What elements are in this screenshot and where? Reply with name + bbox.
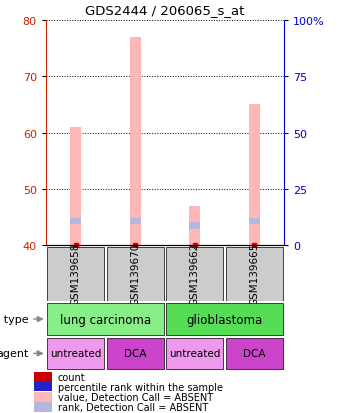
Text: DCA: DCA xyxy=(124,349,147,358)
Text: DCA: DCA xyxy=(243,349,266,358)
Text: GSM139665: GSM139665 xyxy=(249,242,259,306)
Bar xyxy=(249,105,259,246)
Bar xyxy=(34,392,52,401)
Bar xyxy=(34,382,52,392)
Bar xyxy=(47,338,104,369)
Bar xyxy=(130,218,140,225)
Text: GSM139670: GSM139670 xyxy=(130,242,140,306)
Bar xyxy=(189,223,200,229)
Text: value, Detection Call = ABSENT: value, Detection Call = ABSENT xyxy=(58,392,213,402)
Bar xyxy=(70,218,81,225)
Bar xyxy=(225,247,283,301)
Bar xyxy=(189,206,200,246)
Bar xyxy=(166,304,283,335)
Text: lung carcinoma: lung carcinoma xyxy=(60,313,151,326)
Bar xyxy=(47,304,164,335)
Title: GDS2444 / 206065_s_at: GDS2444 / 206065_s_at xyxy=(85,4,244,17)
Bar xyxy=(70,128,81,246)
Text: agent: agent xyxy=(0,349,29,358)
Text: GSM139662: GSM139662 xyxy=(190,242,200,306)
Text: untreated: untreated xyxy=(50,349,101,358)
Bar xyxy=(225,338,283,369)
Text: glioblastoma: glioblastoma xyxy=(186,313,262,326)
Text: cell type: cell type xyxy=(0,314,29,324)
Text: rank, Detection Call = ABSENT: rank, Detection Call = ABSENT xyxy=(58,402,208,412)
Text: GSM139658: GSM139658 xyxy=(71,242,81,306)
Bar xyxy=(47,247,104,301)
Text: count: count xyxy=(58,372,86,382)
Bar xyxy=(107,247,164,301)
Bar xyxy=(249,218,259,225)
Bar xyxy=(107,338,164,369)
Text: untreated: untreated xyxy=(169,349,220,358)
Text: percentile rank within the sample: percentile rank within the sample xyxy=(58,382,223,392)
Bar xyxy=(166,247,223,301)
Bar xyxy=(166,338,223,369)
Bar xyxy=(34,402,52,412)
Bar xyxy=(130,38,140,246)
Bar xyxy=(34,373,52,382)
